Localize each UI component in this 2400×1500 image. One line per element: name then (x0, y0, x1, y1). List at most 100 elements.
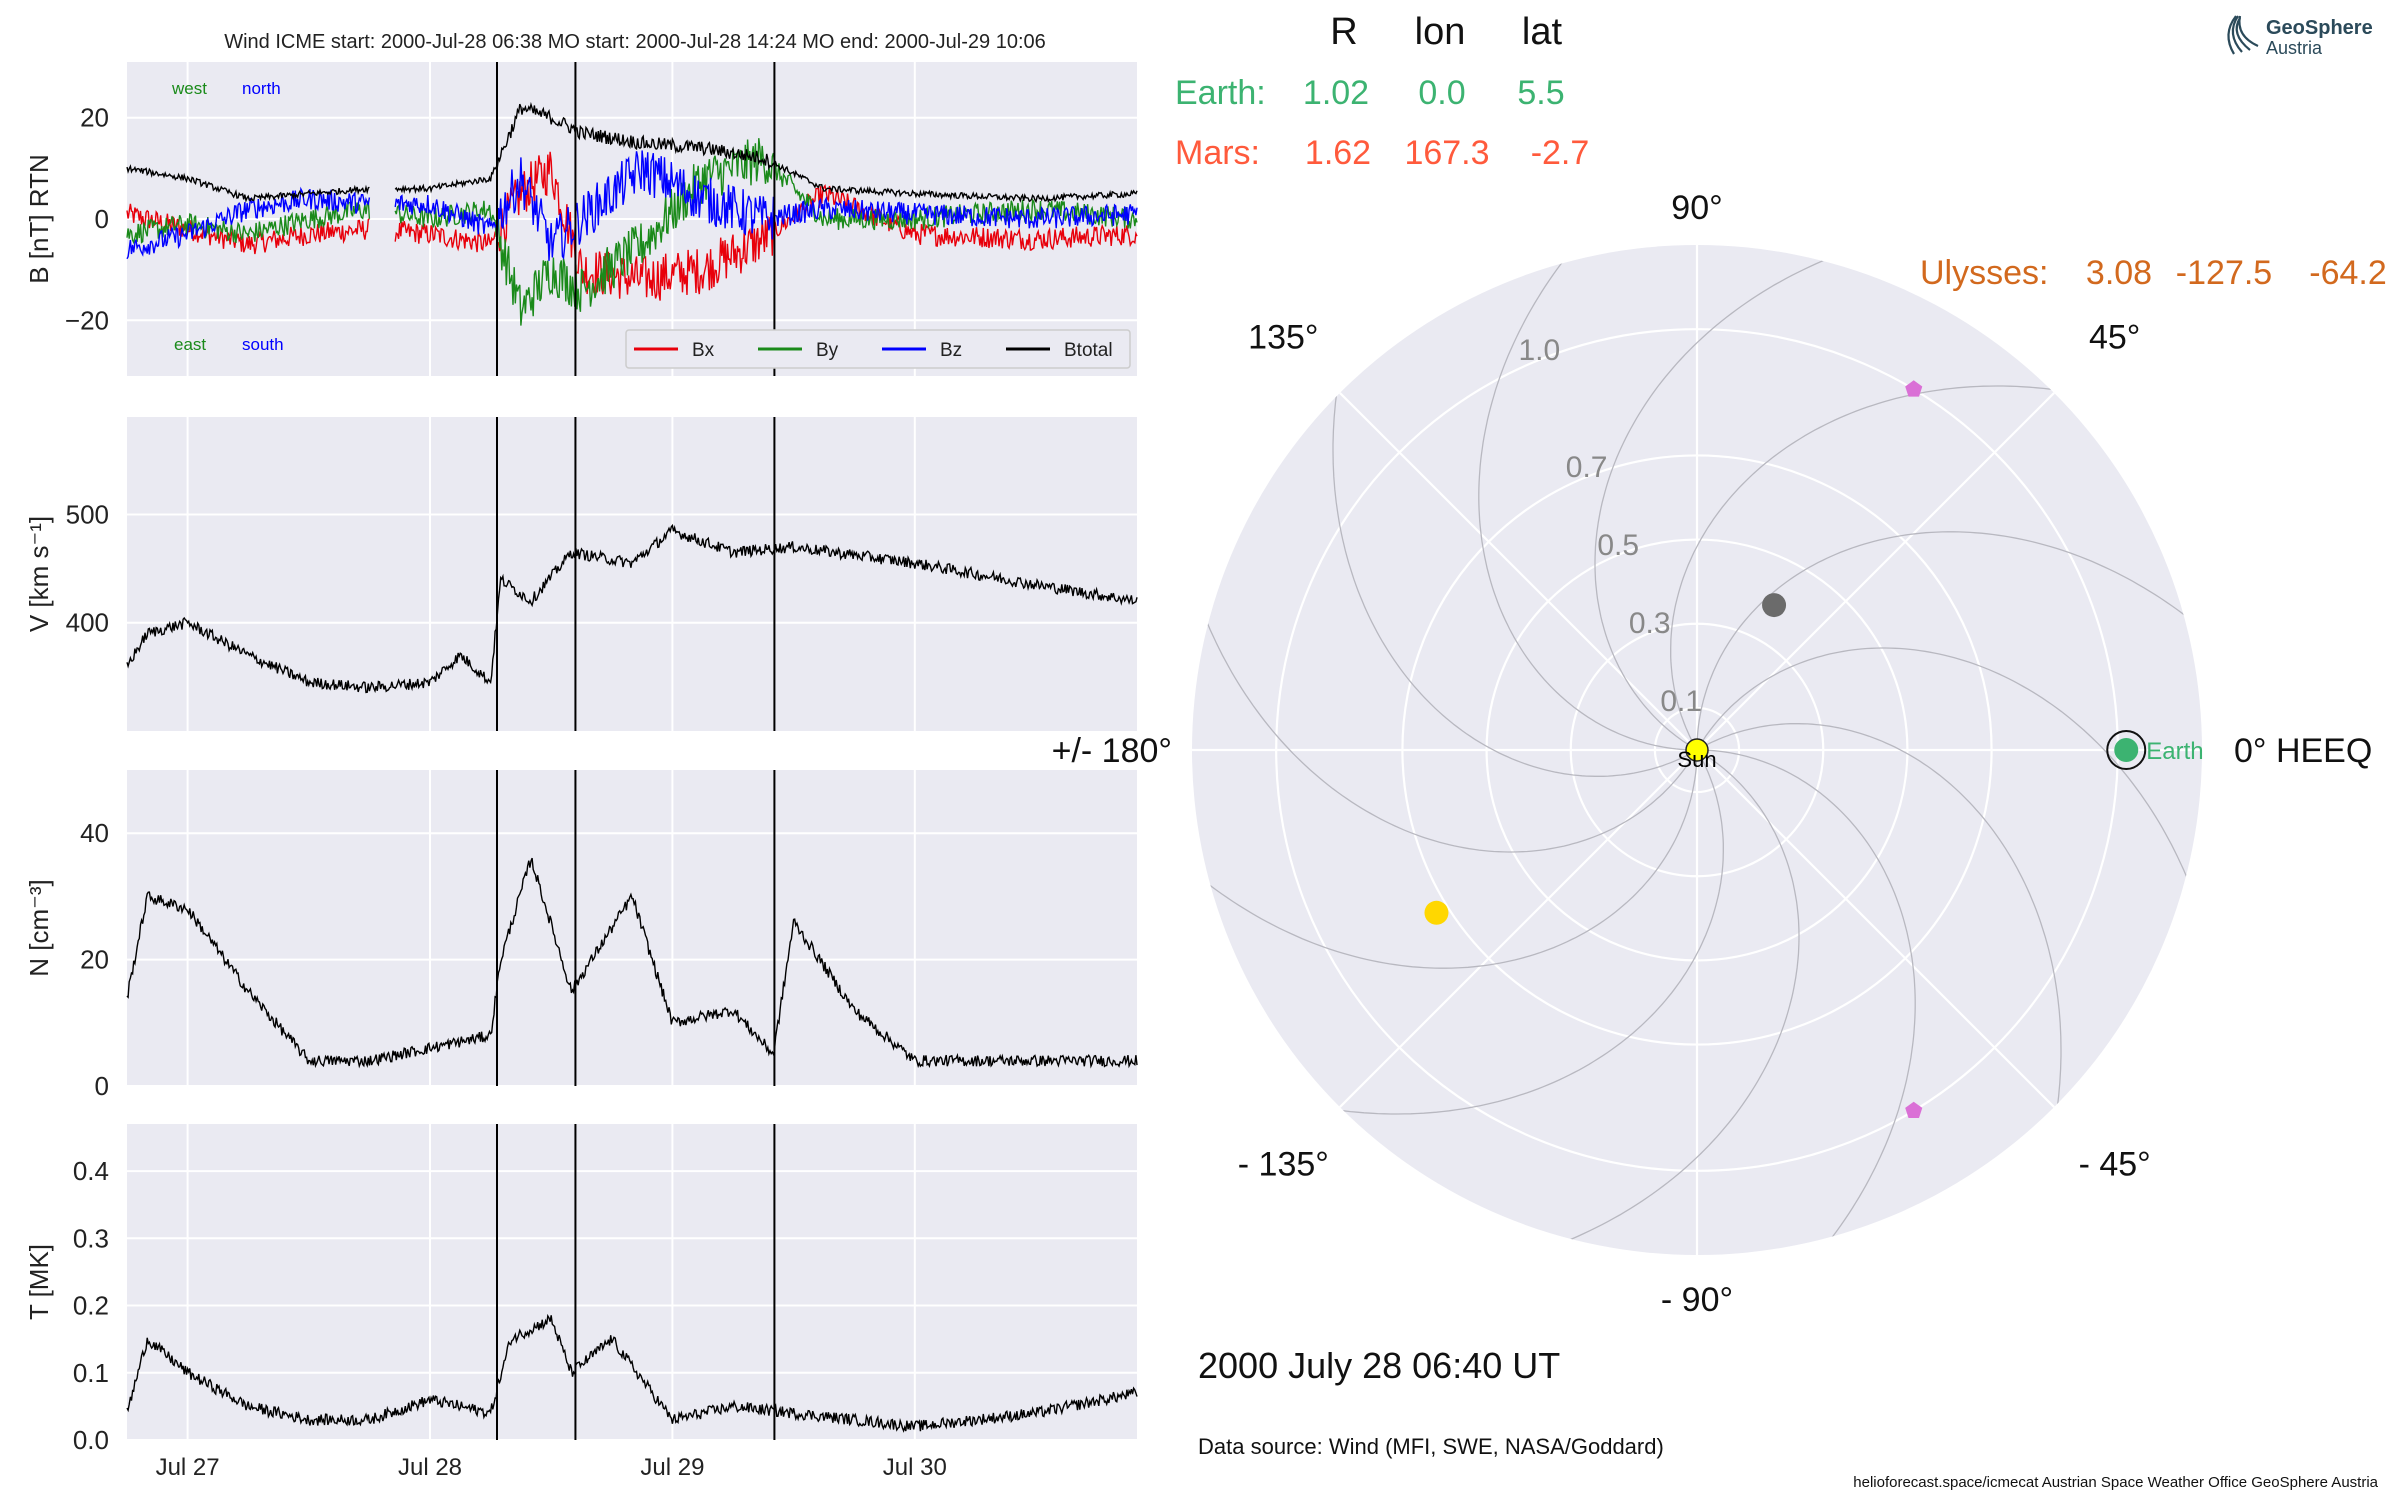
geosphere-logo: GeoSphere Austria (2227, 15, 2373, 58)
y-tick-label: 20 (80, 103, 109, 133)
planet-marker-yellow (1424, 900, 1449, 925)
series-line-bx (126, 151, 1138, 301)
time-series-panels: 20 0 −20 B [nT] RTN west north east south Bx By Bz… (24, 62, 1138, 1481)
y-axis-label: T [MK] (24, 1244, 54, 1320)
parker-spiral-line (1670, 385, 2191, 751)
y-tick-label: −20 (65, 305, 109, 335)
logo-line2: Austria (2266, 38, 2323, 58)
panel-background (127, 1124, 1137, 1440)
table-header-r: R (1330, 11, 1357, 53)
parker-spirals (1192, 245, 2202, 1255)
earth-row-r: 1.02 (1303, 74, 1369, 112)
sun-marker (1685, 738, 1709, 762)
y-axis-label: V [km s⁻¹] (24, 516, 54, 632)
r-tick-label: 0.1 (1660, 685, 1702, 718)
angle-label: - 45° (2079, 1146, 2151, 1184)
earth-row-lat: 5.5 (1517, 74, 1564, 112)
earth-label: Earth (2146, 738, 2203, 765)
legend: Bx By Bz Btotal (625, 329, 1131, 369)
annotation-west: west (171, 79, 207, 98)
angle-label: +/- 180° (1052, 732, 1172, 770)
angle-label: 45° (2089, 318, 2140, 356)
x-tick-label: Jul 29 (640, 1454, 704, 1481)
parker-spiral-line (1697, 749, 1916, 1255)
logo-line1: GeoSphere (2266, 17, 2373, 39)
legend-label: Btotal (1064, 340, 1113, 361)
data-source: Data source: Wind (MFI, SWE, NASA/Goddar… (1198, 1434, 1664, 1459)
panel-temperature: 0.4 0.3 0.2 0.1 0.0 T [MK] Jul 27 Jul 28 Jul 29 J… (24, 1124, 1138, 1481)
mars-row-lon: 167.3 (1404, 134, 1489, 172)
mars-row-r: 1.62 (1305, 134, 1371, 172)
ulysses-row-r: 3.08 (2086, 254, 2152, 292)
y-axis-label: N [cm⁻³] (24, 879, 54, 977)
parker-spiral-line (1203, 749, 1724, 1115)
series-line-bz (126, 150, 1138, 261)
parker-spiral-line (1192, 484, 1698, 853)
panel-background (127, 770, 1137, 1086)
y-tick-label: 0.4 (73, 1156, 109, 1186)
y-tick-label: 0.3 (73, 1223, 109, 1253)
angular-gridline (1339, 749, 1698, 1108)
r-tick-label: 0.7 (1566, 451, 1608, 484)
angle-label: 0° HEEQ (2234, 732, 2372, 770)
x-tick-label: Jul 27 (156, 1454, 220, 1481)
ulysses-row-lat: -64.2 (2309, 254, 2387, 292)
y-tick-label: 400 (66, 608, 109, 638)
y-tick-label: 0.1 (73, 1358, 109, 1388)
spiral-logo-icon (2227, 15, 2259, 55)
parker-spiral-line (1594, 245, 1963, 751)
spacecraft-pentagon-marker (1905, 380, 1923, 397)
earth-row-lon: 0.0 (1418, 74, 1465, 112)
angular-gridline (1339, 392, 1698, 751)
parker-spiral-line (1332, 256, 1698, 777)
r-tick-label: 0.3 (1629, 607, 1671, 640)
table-header-lon: lon (1415, 11, 1466, 53)
y-tick-label: 0.0 (73, 1425, 109, 1455)
angular-gridline (1696, 749, 2055, 1108)
spacecraft-pentagon-marker (1905, 1101, 1923, 1118)
table-header-lat: lat (1522, 11, 1563, 53)
angle-label: 90° (1671, 189, 1722, 227)
y-axis-label: B [nT] RTN (24, 154, 54, 284)
x-tick-label: Jul 30 (883, 1454, 947, 1481)
mars-row-name: Mars: (1175, 134, 1260, 172)
parker-spiral-line (1431, 749, 1800, 1255)
y-tick-label: 500 (66, 499, 109, 529)
series-line (126, 1313, 1138, 1433)
earth-row-name: Earth: (1175, 74, 1266, 112)
y-tick-label: 20 (80, 945, 109, 975)
planet-marker-grey (1762, 593, 1787, 618)
credits: helioforecast.space/icmecat Austrian Spa… (1853, 1474, 2378, 1491)
angle-label: 135° (1248, 318, 1318, 356)
y-tick-label: 0 (95, 204, 109, 234)
series-line-btotal (126, 101, 1138, 204)
mars-row-lat: -2.7 (1531, 134, 1590, 172)
earth-orbit-ring (2106, 730, 2147, 770)
parker-spiral-line (1192, 750, 1698, 969)
series-line (126, 857, 1138, 1069)
r-tick-label: 0.5 (1597, 529, 1639, 562)
x-tick-label: Jul 28 (398, 1454, 462, 1481)
annotation-east: east (174, 335, 206, 354)
angular-gridline (1696, 392, 2055, 751)
heliosphere-polar-plot: 0.1 0.3 0.5 0.7 1.0 0° HEEQ 45° 90° 135° +/- 180°… (1052, 189, 2373, 1319)
parker-spiral-line (1696, 647, 2202, 1016)
panel-background (127, 417, 1137, 731)
plot-title: Wind ICME start: 2000-Jul-28 06:38 MO st… (224, 31, 1046, 53)
snapshot-datetime: 2000 July 28 06:40 UT (1198, 1345, 1560, 1386)
panel-magnetic-field: 20 0 −20 B [nT] RTN west north east south Bx By Bz… (24, 62, 1138, 376)
legend-label: Bx (692, 340, 715, 361)
angle-label: - 135° (1238, 1146, 1329, 1184)
y-tick-label: 0 (95, 1071, 109, 1101)
annotation-north: north (242, 79, 281, 98)
y-tick-label: 0.2 (73, 1291, 109, 1321)
earth-marker (2114, 738, 2139, 762)
y-tick-label: 40 (80, 818, 109, 848)
parker-spiral-line (1696, 531, 2202, 750)
legend-box (625, 329, 1131, 369)
ulysses-row-lon: -127.5 (2176, 254, 2272, 292)
series-line (126, 523, 1138, 694)
panel-density: 40 20 0 N [cm⁻³] (24, 770, 1138, 1101)
legend-label: By (816, 340, 839, 361)
